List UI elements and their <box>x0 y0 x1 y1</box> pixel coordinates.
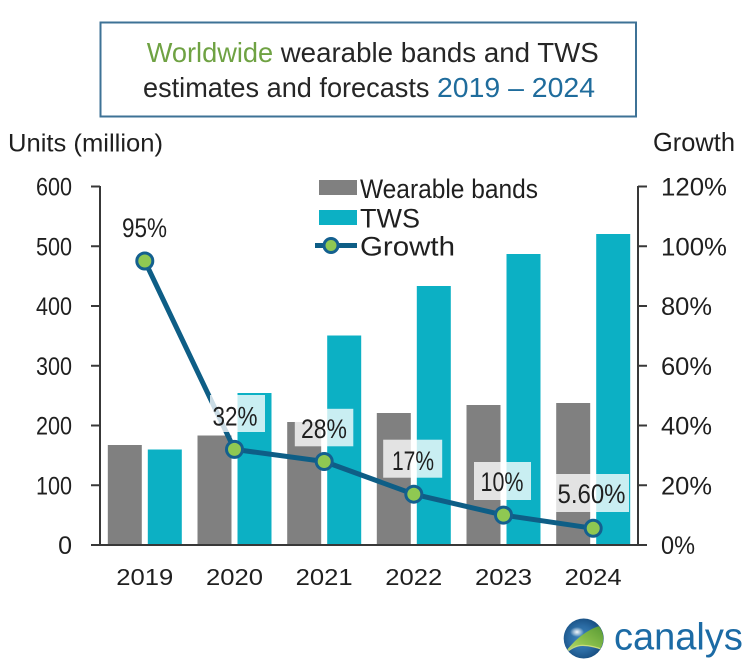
svg-text:2023: 2023 <box>475 564 532 590</box>
svg-text:300: 300 <box>36 353 72 381</box>
svg-text:Worldwide wearable bands and T: Worldwide wearable bands and TWS <box>147 37 599 68</box>
svg-text:40%: 40% <box>661 413 712 441</box>
svg-text:10%: 10% <box>481 467 524 497</box>
svg-text:200: 200 <box>36 413 72 441</box>
svg-text:Growth: Growth <box>653 127 735 157</box>
svg-text:5.60%: 5.60% <box>558 479 626 509</box>
svg-text:500: 500 <box>36 233 72 261</box>
svg-text:0: 0 <box>58 532 72 560</box>
svg-text:Units (million): Units (million) <box>8 130 163 158</box>
svg-text:20%: 20% <box>661 472 712 500</box>
svg-text:estimates and forecasts 2019 –: estimates and forecasts 2019 – 2024 <box>143 72 595 103</box>
svg-text:2020: 2020 <box>206 564 263 590</box>
svg-text:60%: 60% <box>661 353 712 381</box>
svg-text:2021: 2021 <box>296 564 353 590</box>
svg-text:32%: 32% <box>213 401 258 431</box>
svg-text:Wearable bands: Wearable bands <box>360 174 538 204</box>
svg-text:28%: 28% <box>301 414 347 444</box>
svg-text:600: 600 <box>36 174 72 202</box>
svg-text:0%: 0% <box>661 532 695 560</box>
svg-text:2022: 2022 <box>385 564 442 590</box>
svg-text:120%: 120% <box>661 174 727 202</box>
svg-text:2019: 2019 <box>116 564 173 590</box>
svg-text:2024: 2024 <box>565 564 622 590</box>
svg-text:17%: 17% <box>392 446 434 476</box>
svg-text:TWS: TWS <box>360 203 420 233</box>
svg-text:95%: 95% <box>122 213 167 243</box>
svg-text:Growth: Growth <box>360 231 455 261</box>
svg-text:100%: 100% <box>661 233 727 261</box>
svg-text:400: 400 <box>36 293 72 321</box>
svg-text:100: 100 <box>36 472 72 500</box>
svg-text:canalys: canalys <box>614 617 743 659</box>
svg-text:80%: 80% <box>661 293 712 321</box>
